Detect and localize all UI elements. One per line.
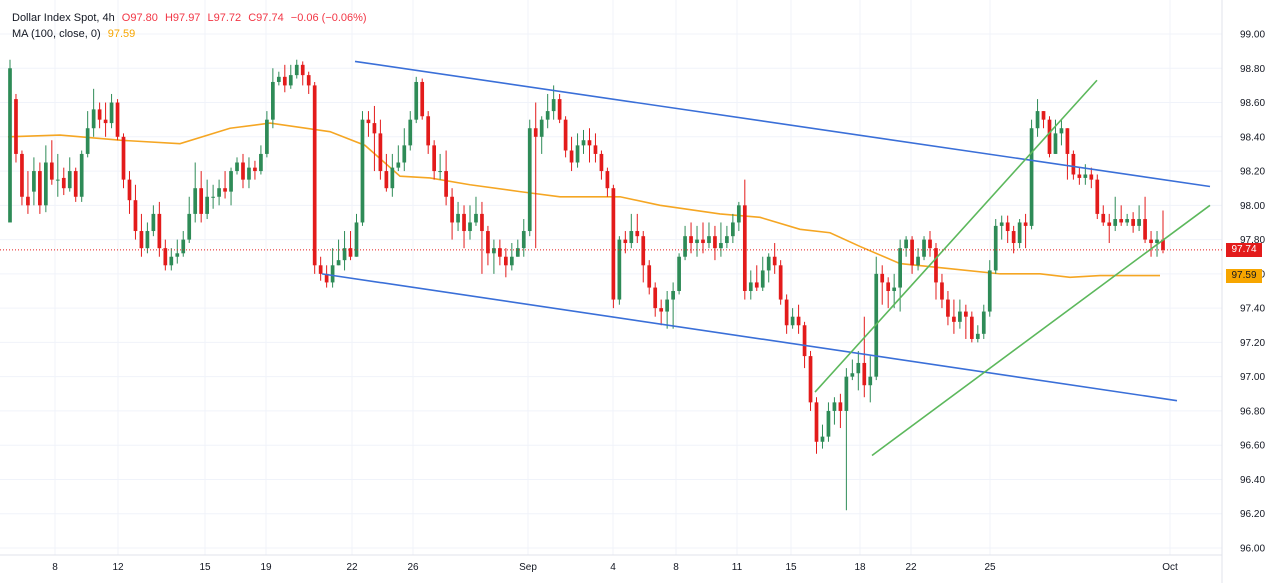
price-tick-label: 98.40 [1240, 132, 1265, 143]
time-tick-label: 11 [732, 562, 743, 573]
price-tick-label: 97.00 [1240, 372, 1265, 383]
time-tick-label: 15 [785, 562, 797, 573]
chart-grid [0, 0, 1222, 555]
price-tick-label: 98.80 [1240, 64, 1265, 75]
wedge-lower-trendline[interactable] [871, 204, 1211, 457]
channel-upper-trendline[interactable] [354, 60, 1211, 188]
price-tick-label: 96.20 [1240, 509, 1265, 520]
price-tick-label: 98.00 [1240, 201, 1265, 212]
time-tick-label: 8 [673, 562, 679, 573]
price-tick-label: 98.60 [1240, 98, 1265, 109]
price-axis[interactable]: 99.0098.8098.6098.4098.2098.0097.8097.60… [1240, 30, 1265, 555]
symbol-title[interactable]: Dollar Index Spot, 4h [12, 12, 115, 24]
ma-indicator-value: 97.59 [107, 28, 136, 40]
change-value: −0.06 (−0.06%) [290, 12, 367, 24]
time-tick-label: 19 [260, 562, 272, 573]
time-tick-label: 8 [52, 562, 58, 573]
time-tick-label: 15 [199, 562, 211, 573]
time-tick-label: 26 [407, 562, 419, 573]
time-tick-label: 22 [346, 562, 358, 573]
time-tick-label: 22 [905, 562, 917, 573]
ma-indicator-label[interactable]: MA (100, close, 0) [12, 28, 101, 40]
legend-ma-row: MA (100, close, 0) 97.59 [12, 26, 367, 42]
price-tick-label: 96.40 [1240, 475, 1265, 486]
candlestick-series [8, 59, 1165, 511]
price-tick-label: 97.20 [1240, 338, 1265, 349]
time-tick-label: 18 [854, 562, 866, 573]
price-tick-label: 99.00 [1240, 30, 1265, 41]
ma-price-tag: 97.59 [1226, 268, 1262, 283]
price-tick-label: 97.40 [1240, 304, 1265, 315]
low-value: L97.72 [207, 12, 242, 24]
open-value: O97.80 [121, 12, 158, 24]
price-tick-label: 98.20 [1240, 167, 1265, 178]
legend-symbol-row: Dollar Index Spot, 4h O97.80 H97.97 L97.… [12, 10, 367, 26]
channel-lower-trendline[interactable] [321, 273, 1178, 402]
wedge-upper-trendline[interactable] [814, 79, 1098, 393]
time-tick-label: Oct [1162, 562, 1178, 573]
moving-average-line [7, 122, 1160, 279]
high-value: H97.97 [164, 12, 201, 24]
price-tick-label: 96.60 [1240, 441, 1265, 452]
close-value: C97.74 [248, 12, 284, 24]
trendlines[interactable] [321, 60, 1211, 457]
price-tick-label: 96.80 [1240, 406, 1265, 417]
time-tick-label: 25 [984, 562, 996, 573]
price-tick-label: 96.00 [1240, 543, 1265, 554]
time-tick-label: 4 [610, 562, 616, 573]
time-axis[interactable]: 8 12 15 19 22 26 Sep 4 8 11 15 18 22 25 Oct [52, 562, 1178, 573]
time-tick-label: Sep [519, 562, 537, 573]
price-tick-label: 97.80 [1240, 235, 1265, 246]
time-tick-label: 12 [112, 562, 124, 573]
last-price-tag: 97.74 [1226, 242, 1262, 257]
chart-legend: Dollar Index Spot, 4h O97.80 H97.97 L97.… [12, 10, 367, 42]
